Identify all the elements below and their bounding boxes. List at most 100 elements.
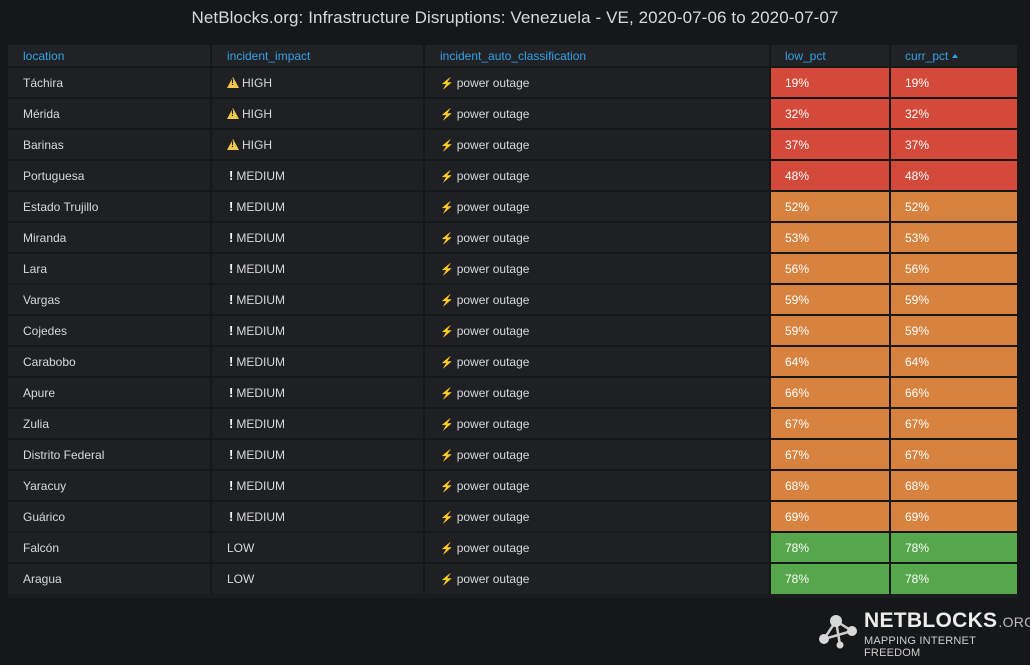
- curr-pct-text: 56%: [905, 261, 930, 276]
- location-text: Apure: [23, 385, 56, 400]
- cell-low-pct: 67%: [770, 438, 891, 470]
- cell-curr-pct: 67%: [890, 407, 1019, 439]
- cell-low-pct: 68%: [770, 469, 891, 501]
- cell-incident-impact: ! MEDIUM: [211, 190, 425, 222]
- classification-text: power outage: [456, 168, 530, 183]
- cell-incident-impact: HIGH: [211, 66, 425, 98]
- cell-location: Yaracuy: [8, 469, 212, 501]
- low-pct-text: 52%: [785, 199, 810, 214]
- table-row: Zulia! MEDIUM ⚡ power outage 67% 67%: [8, 407, 1019, 439]
- location-text: Mérida: [23, 106, 60, 121]
- cell-classification: ⚡ power outage: [424, 159, 771, 191]
- lightning-bolt-icon: ⚡: [440, 232, 454, 245]
- cell-low-pct: 78%: [770, 531, 891, 563]
- low-pct-text: 66%: [785, 385, 810, 400]
- cell-low-pct: 52%: [770, 190, 891, 222]
- cell-low-pct: 19%: [770, 66, 891, 98]
- lightning-bolt-icon: ⚡: [440, 201, 454, 214]
- impact-text: MEDIUM: [236, 386, 286, 400]
- cell-curr-pct: 32%: [890, 97, 1019, 129]
- classification-text: power outage: [456, 292, 530, 307]
- cell-classification: ⚡ power outage: [424, 407, 771, 439]
- low-pct-text: 69%: [785, 509, 810, 524]
- cell-low-pct: 78%: [770, 562, 891, 594]
- cell-incident-impact: LOW: [211, 531, 425, 563]
- classification-text: power outage: [456, 540, 530, 555]
- cell-classification: ⚡ power outage: [424, 190, 771, 222]
- exclamation-icon: !: [229, 478, 234, 493]
- curr-pct-text: 67%: [905, 416, 930, 431]
- cell-low-pct: 32%: [770, 97, 891, 129]
- cell-curr-pct: 37%: [890, 128, 1019, 160]
- location-text: Falcón: [23, 540, 60, 555]
- curr-pct-text: 19%: [905, 75, 930, 90]
- column-header-incident-impact[interactable]: incident_impact: [211, 45, 425, 67]
- low-pct-text: 78%: [785, 540, 810, 555]
- impact-text: MEDIUM: [236, 200, 286, 214]
- cell-location: Falcón: [8, 531, 212, 563]
- cell-classification: ⚡ power outage: [424, 128, 771, 160]
- cell-location: Portuguesa: [8, 159, 212, 191]
- cell-classification: ⚡ power outage: [424, 345, 771, 377]
- cell-incident-impact: ! MEDIUM: [211, 376, 425, 408]
- cell-low-pct: 69%: [770, 500, 891, 532]
- cell-classification: ⚡ power outage: [424, 252, 771, 284]
- classification-text: power outage: [456, 385, 530, 400]
- cell-location: Cojedes: [8, 314, 212, 346]
- column-header-location[interactable]: location: [8, 45, 212, 67]
- table-header-row: location incident_impact incident_auto_c…: [8, 45, 1019, 67]
- location-text: Portuguesa: [23, 168, 85, 183]
- lightning-bolt-icon: ⚡: [440, 356, 454, 369]
- column-header-low-pct[interactable]: low_pct: [770, 45, 891, 67]
- cell-classification: ⚡ power outage: [424, 314, 771, 346]
- impact-text: MEDIUM: [236, 169, 286, 183]
- location-text: Guárico: [23, 509, 66, 524]
- table-panel: location incident_impact incident_auto_c…: [8, 45, 1019, 598]
- cell-incident-impact: ! MEDIUM: [211, 500, 425, 532]
- cell-location: Vargas: [8, 283, 212, 315]
- classification-text: power outage: [456, 572, 530, 586]
- cell-location: Miranda: [8, 221, 212, 253]
- sort-ascending-icon: [952, 53, 959, 58]
- exclamation-icon: !: [229, 509, 234, 524]
- table-row: Distrito Federal! MEDIUM ⚡ power outage 67% 6…: [8, 438, 1019, 470]
- classification-text: power outage: [456, 478, 530, 493]
- location-text: Vargas: [23, 292, 61, 307]
- column-header-label: incident_auto_classification: [440, 48, 587, 63]
- location-text: Lara: [23, 261, 48, 276]
- cell-incident-impact: ! MEDIUM: [211, 221, 425, 253]
- classification-text: power outage: [456, 230, 530, 245]
- cell-curr-pct: 68%: [890, 469, 1019, 501]
- low-pct-text: 53%: [785, 230, 810, 245]
- column-header-curr-pct[interactable]: curr_pct: [890, 45, 1019, 67]
- cell-low-pct: 66%: [770, 376, 891, 408]
- warning-triangle-icon: [227, 138, 239, 150]
- curr-pct-text: 66%: [905, 385, 930, 400]
- location-text: Estado Trujillo: [23, 199, 99, 214]
- impact-text: MEDIUM: [236, 510, 286, 524]
- table-row: Guárico! MEDIUM ⚡ power outage 69% 69%: [8, 500, 1019, 532]
- curr-pct-text: 37%: [905, 137, 930, 152]
- curr-pct-text: 69%: [905, 509, 930, 524]
- logo-suffix: .ORG: [998, 614, 1030, 630]
- impact-text: MEDIUM: [236, 231, 286, 245]
- curr-pct-text: 68%: [905, 478, 930, 493]
- table-row: Cojedes! MEDIUM ⚡ power outage 59% 59%: [8, 314, 1019, 346]
- cell-location: Mérida: [8, 97, 212, 129]
- cell-classification: ⚡ power outage: [424, 500, 771, 532]
- cell-curr-pct: 78%: [890, 531, 1019, 563]
- lightning-bolt-icon: ⚡: [440, 108, 454, 121]
- classification-text: power outage: [456, 323, 530, 338]
- impact-text: MEDIUM: [236, 262, 286, 276]
- column-header-incident-auto-classification[interactable]: incident_auto_classification: [424, 45, 771, 67]
- cell-curr-pct: 67%: [890, 438, 1019, 470]
- location-text: Miranda: [23, 230, 67, 245]
- cell-low-pct: 64%: [770, 345, 891, 377]
- lightning-bolt-icon: ⚡: [440, 294, 454, 307]
- classification-text: power outage: [456, 106, 530, 121]
- low-pct-text: 67%: [785, 447, 810, 462]
- impact-text: MEDIUM: [236, 479, 286, 493]
- curr-pct-text: 59%: [905, 292, 930, 307]
- location-text: Barinas: [23, 137, 64, 152]
- curr-pct-text: 64%: [905, 354, 930, 369]
